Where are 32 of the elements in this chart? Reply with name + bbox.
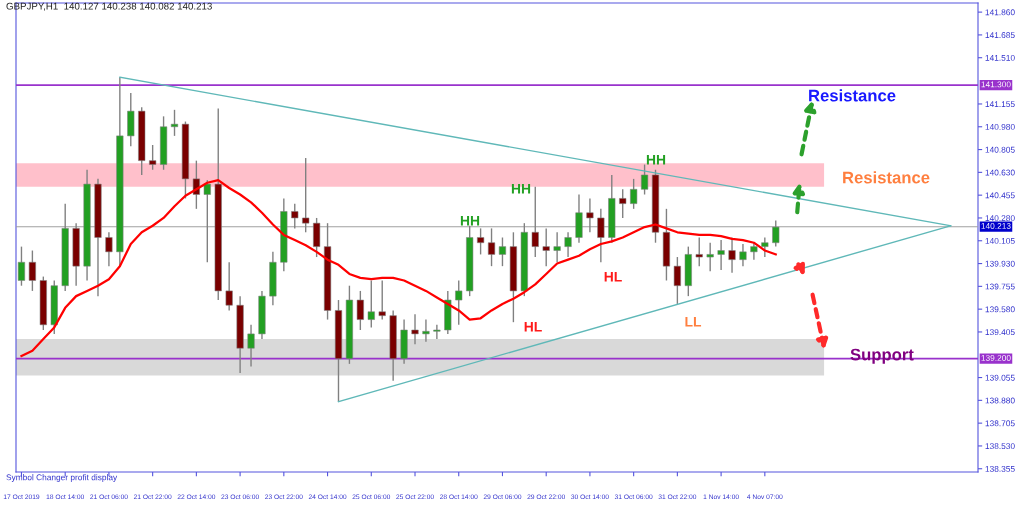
y-tick-label: 141.155 — [985, 101, 1015, 108]
annotation: HH — [646, 155, 666, 165]
annotation: HL — [604, 272, 622, 282]
y-tick-label: 140.805 — [985, 146, 1015, 153]
y-tick-label: 140.105 — [985, 237, 1015, 244]
annotation: Resistance — [843, 171, 930, 184]
annotation: HL — [524, 322, 542, 332]
annotation: Resistance — [809, 89, 896, 102]
y-tick-label: 139.405 — [985, 329, 1015, 336]
y-tick-label: 140.455 — [985, 192, 1015, 199]
y-tick-label: 138.880 — [985, 397, 1015, 404]
y-tick-label: 140.280 — [985, 215, 1015, 222]
y-tick-label: 140.630 — [985, 169, 1015, 176]
ref-line-label: 139.200 — [981, 354, 1011, 361]
y-tick-label: 138.530 — [985, 443, 1015, 450]
y-tick-label: 139.930 — [985, 260, 1015, 267]
y-tick-label: 139.055 — [985, 374, 1015, 381]
y-tick-label: 140.980 — [985, 123, 1015, 130]
ref-line-label: 141.300 — [981, 81, 1011, 88]
text: Symbol Changer profit display — [6, 474, 118, 482]
annotation: HH — [460, 216, 480, 226]
chart-title: GBPJPY,H1 140.127 140.238 140.082 140.213 — [6, 2, 212, 11]
ref-line-label: 140.213 — [981, 223, 1011, 229]
y-tick-label: 141.685 — [985, 32, 1015, 39]
annotation: LL — [685, 317, 702, 327]
y-tick-label: 139.755 — [985, 283, 1015, 290]
y-tick-label: 138.355 — [985, 465, 1015, 472]
y-tick-label: 141.860 — [985, 9, 1015, 16]
annotation: HH — [511, 184, 531, 194]
y-tick-label: 141.510 — [985, 54, 1015, 61]
y-tick-label: 138.705 — [985, 420, 1015, 427]
y-tick-label: 139.580 — [985, 306, 1015, 313]
